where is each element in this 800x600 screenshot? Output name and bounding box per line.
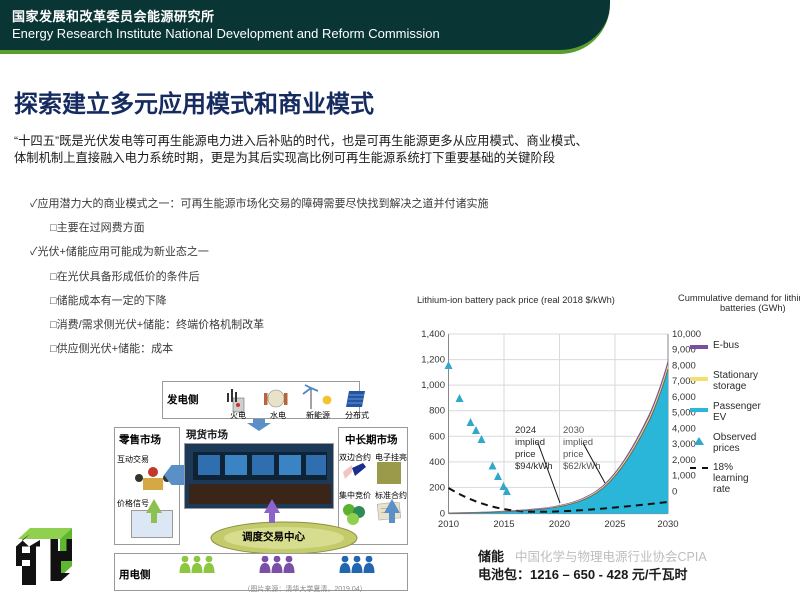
svg-text:2015: 2015 <box>493 519 514 530</box>
svg-text:4,000: 4,000 <box>672 423 696 434</box>
svg-text:600: 600 <box>429 431 445 442</box>
svg-text:2,000: 2,000 <box>672 455 696 466</box>
svg-text:400: 400 <box>429 457 445 468</box>
svg-text:2010: 2010 <box>438 519 459 530</box>
svg-text:0: 0 <box>672 487 677 498</box>
svg-text:1,400: 1,400 <box>421 329 445 340</box>
svg-text:2030: 2030 <box>657 519 678 530</box>
svg-text:3,000: 3,000 <box>672 439 696 450</box>
svg-text:800: 800 <box>429 406 445 417</box>
svg-text:2025: 2025 <box>604 519 625 530</box>
svg-text:10,000: 10,000 <box>672 329 701 340</box>
svg-text:1,000: 1,000 <box>672 471 696 482</box>
svg-text:8,000: 8,000 <box>672 360 696 371</box>
svg-text:1,000: 1,000 <box>421 380 445 391</box>
svg-text:2020: 2020 <box>549 519 570 530</box>
svg-text:1,200: 1,200 <box>421 355 445 366</box>
svg-text:0: 0 <box>440 509 445 520</box>
svg-text:6,000: 6,000 <box>672 392 696 403</box>
svg-text:200: 200 <box>429 482 445 493</box>
